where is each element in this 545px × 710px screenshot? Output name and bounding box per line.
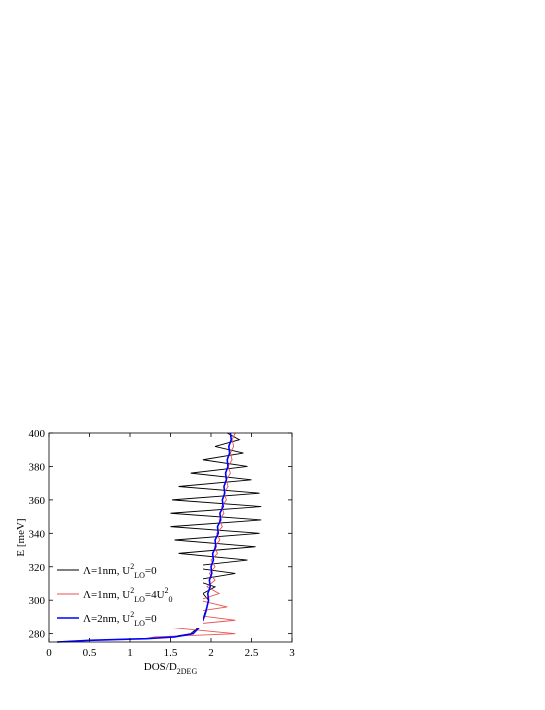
- x-tick-label: 1.5: [164, 647, 178, 659]
- y-tick-label: 340: [29, 528, 46, 540]
- y-tick-label: 400: [29, 428, 46, 440]
- x-axis-label: DOS/D2DEG: [144, 661, 198, 676]
- legend-label: Λ=2nm, U2LO=0: [83, 610, 157, 628]
- legend-box: [55, 560, 203, 628]
- series-line: [57, 432, 236, 643]
- x-tick-label: 0.5: [83, 647, 97, 659]
- y-tick-label: 380: [29, 461, 46, 473]
- legend-label: Λ=1nm, U2LO=4U20: [83, 586, 173, 604]
- y-axis-label: E [meV]: [15, 518, 27, 556]
- x-tick-label: 2.5: [245, 647, 259, 659]
- y-tick-label: 320: [29, 562, 46, 574]
- y-tick-label: 280: [29, 629, 46, 641]
- y-tick-label: 360: [29, 495, 46, 507]
- x-tick-label: 3: [289, 647, 295, 659]
- y-tick-label: 300: [29, 595, 46, 607]
- x-tick-label: 0: [46, 647, 52, 659]
- x-tick-label: 2: [208, 647, 214, 659]
- x-tick-label: 1: [127, 647, 133, 659]
- legend-label: Λ=1nm, U2LO=0: [83, 562, 157, 580]
